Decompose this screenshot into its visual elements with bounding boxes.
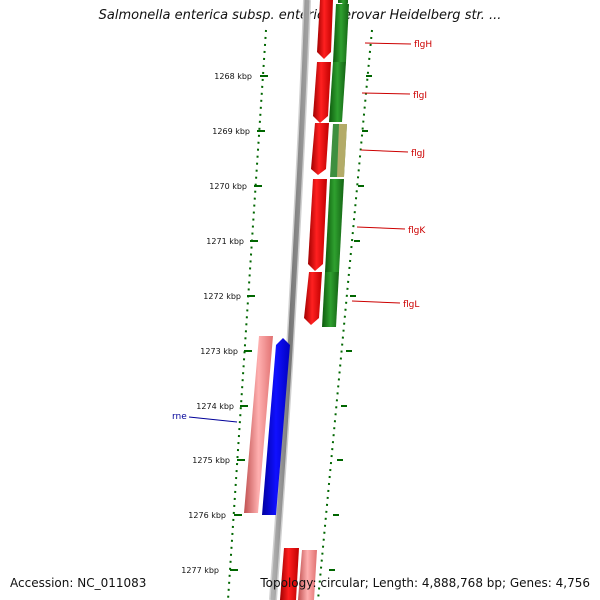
kbp-label: 1273 kbp bbox=[200, 347, 238, 356]
gene-feature-red bbox=[304, 272, 322, 325]
gene-label-flgL: flgL bbox=[403, 300, 419, 310]
kbp-label: 1268 kbp bbox=[214, 72, 252, 81]
outer-tick-ring bbox=[227, 29, 267, 600]
gene-feature-pink bbox=[244, 336, 273, 513]
summary-text: Topology: circular; Length: 4,888,768 bp… bbox=[260, 576, 590, 590]
gene-label-connector bbox=[356, 226, 406, 230]
inner-tick-ring bbox=[317, 29, 373, 600]
gene-feature-green bbox=[333, 4, 349, 62]
gene-label-connector bbox=[351, 300, 401, 304]
gene-label-rne: rne bbox=[172, 412, 187, 422]
genome-backbone-core bbox=[270, 0, 310, 600]
gene-feature-red bbox=[308, 179, 327, 271]
gene-label-flgI: flgI bbox=[413, 91, 427, 101]
gene-label-connector bbox=[360, 149, 409, 153]
kbp-label: 1269 kbp bbox=[212, 127, 250, 136]
kbp-label: 1276 kbp bbox=[188, 511, 226, 520]
gene-feature-red bbox=[280, 548, 299, 600]
gene-feature-green bbox=[329, 62, 346, 122]
gene-label-flgH: flgH bbox=[414, 40, 432, 50]
gene-label-flgK: flgK bbox=[408, 226, 426, 236]
kbp-label: 1270 kbp bbox=[209, 182, 247, 191]
accession-text: Accession: NC_011083 bbox=[10, 576, 147, 590]
gene-feature-blue bbox=[262, 338, 290, 515]
gene-feature-green bbox=[325, 179, 344, 272]
kbp-label: 1271 kbp bbox=[206, 237, 244, 246]
gene-feature-red bbox=[317, 0, 333, 59]
kbp-label: 1272 kbp bbox=[203, 292, 241, 301]
map-title: Salmonella enterica subsp. enterica sero… bbox=[98, 8, 502, 23]
kbp-label: 1274 kbp bbox=[196, 402, 234, 411]
gene-feature-pink bbox=[298, 550, 317, 600]
gene-label-connector bbox=[188, 416, 238, 423]
gene-feature-green bbox=[322, 272, 339, 327]
gene-label-connector bbox=[364, 42, 412, 45]
scale-ticks bbox=[230, 75, 372, 571]
gene-label-connector bbox=[361, 92, 411, 95]
kbp-label: 1275 kbp bbox=[192, 456, 230, 465]
gene-feature-red bbox=[311, 123, 329, 175]
gene-feature-red bbox=[313, 62, 331, 123]
gene-feature-green bbox=[337, 124, 347, 177]
kbp-label: 1277 kbp bbox=[181, 566, 219, 575]
gene-label-flgJ: flgJ bbox=[411, 149, 425, 159]
